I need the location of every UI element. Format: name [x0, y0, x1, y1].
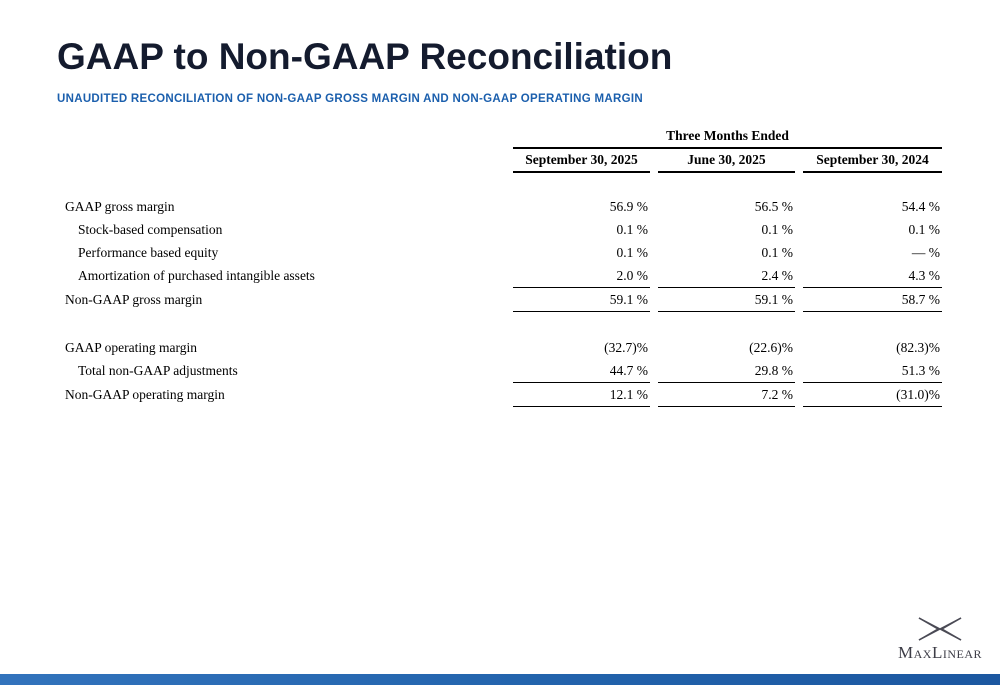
column-header: September 30, 2025 — [513, 149, 650, 173]
value-cell: (31.0)% — [803, 383, 942, 407]
header-spacer — [65, 126, 505, 149]
header-spacer — [65, 149, 505, 173]
value-cell: 0.1 % — [616, 245, 649, 260]
page-subtitle: UNAUDITED RECONCILIATION OF NON-GAAP GRO… — [57, 93, 643, 105]
row-label: Stock-based compensation — [78, 222, 223, 237]
bottom-accent-bar — [0, 674, 1000, 685]
maxlinear-logo-icon — [918, 617, 962, 641]
value-cell: (22.6)% — [749, 340, 793, 355]
row-label: Non-GAAP gross margin — [65, 292, 203, 307]
value-cell: 59.1 % — [658, 288, 795, 312]
value-cell: 58.7 % — [803, 288, 942, 312]
value-cell: 4.3 % — [803, 264, 942, 288]
row-label: GAAP operating margin — [65, 340, 197, 355]
maxlinear-logo: MaxLinear — [898, 616, 982, 663]
table-spacer — [65, 312, 942, 336]
value-cell: 0.1 % — [616, 222, 649, 237]
value-cell: 0.1 % — [761, 222, 794, 237]
value-cell: 12.1 % — [513, 383, 650, 407]
group-header: Three Months Ended — [513, 126, 942, 149]
table-spacer — [65, 173, 942, 195]
value-cell: 51.3 % — [803, 359, 942, 383]
column-header: June 30, 2025 — [658, 149, 795, 173]
value-cell: 56.9 % — [609, 199, 648, 214]
value-cell: — % — [911, 245, 940, 260]
value-cell: 0.1 % — [761, 245, 794, 260]
value-cell: 2.4 % — [658, 264, 795, 288]
value-cell: 2.0 % — [513, 264, 650, 288]
value-cell: 0.1 % — [908, 222, 941, 237]
value-cell: (32.7)% — [604, 340, 648, 355]
page-title: GAAP to Non-GAAP Reconciliation — [57, 36, 673, 77]
maxlinear-logo-text: MaxLinear — [898, 643, 982, 662]
column-header: September 30, 2024 — [803, 149, 942, 173]
value-cell: (82.3)% — [896, 340, 940, 355]
row-label: Total non-GAAP adjustments — [78, 363, 238, 378]
reconciliation-table: Three Months Ended September 30, 2025 Ju… — [65, 126, 942, 407]
row-label: Amortization of purchased intangible ass… — [78, 268, 315, 283]
value-cell: 54.4 % — [901, 199, 940, 214]
value-cell: 44.7 % — [513, 359, 650, 383]
value-cell: 29.8 % — [658, 359, 795, 383]
row-label: Non-GAAP operating margin — [65, 387, 225, 402]
row-label: Performance based equity — [78, 245, 219, 260]
value-cell: 7.2 % — [658, 383, 795, 407]
row-label: GAAP gross margin — [65, 199, 175, 214]
value-cell: 59.1 % — [513, 288, 650, 312]
value-cell: 56.5 % — [754, 199, 793, 214]
